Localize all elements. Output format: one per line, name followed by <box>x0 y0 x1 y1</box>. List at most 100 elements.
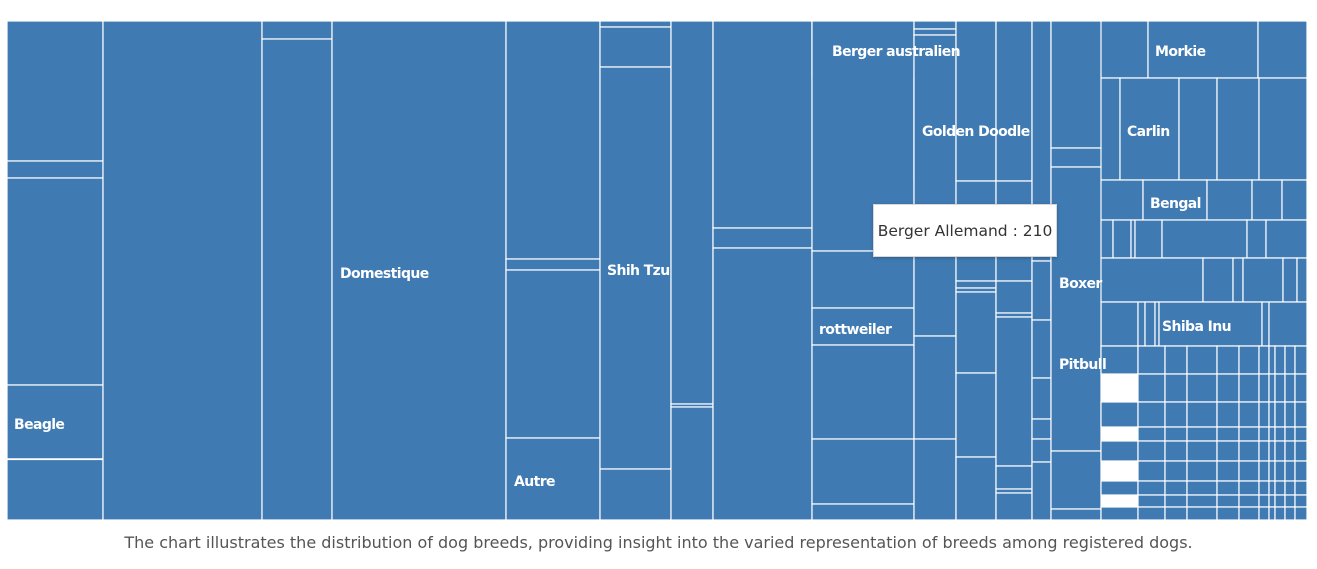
treemap-tile[interactable] <box>1258 426 1270 442</box>
treemap-tile[interactable] <box>1238 494 1260 508</box>
treemap-tile[interactable] <box>1258 440 1270 462</box>
treemap-tile[interactable] <box>1164 345 1188 375</box>
treemap-tile[interactable] <box>1294 460 1307 482</box>
treemap-tile[interactable] <box>1238 345 1260 375</box>
treemap-tile[interactable] <box>1050 508 1102 520</box>
treemap-tile[interactable] <box>1238 401 1260 428</box>
treemap-tile[interactable] <box>811 307 915 346</box>
treemap-tile[interactable] <box>1258 480 1270 496</box>
treemap-tile[interactable] <box>995 280 1033 314</box>
treemap-tile[interactable] <box>1031 438 1052 463</box>
treemap-tile[interactable] <box>995 465 1033 490</box>
treemap-tile[interactable] <box>1268 401 1276 428</box>
treemap-tile[interactable] <box>1137 373 1166 403</box>
treemap-tile[interactable] <box>1251 179 1283 221</box>
treemap-tile[interactable] <box>995 492 1033 520</box>
treemap-tile[interactable] <box>1274 480 1286 496</box>
treemap-tile[interactable] <box>1100 345 1139 375</box>
treemap-tile[interactable] <box>955 280 997 289</box>
treemap-tile[interactable] <box>1100 506 1139 520</box>
treemap-tile[interactable] <box>1238 373 1260 403</box>
treemap-tile[interactable] <box>7 458 104 520</box>
treemap-tile[interactable] <box>1186 460 1218 482</box>
treemap-tile[interactable] <box>1050 450 1102 510</box>
treemap-tile[interactable] <box>712 227 813 249</box>
treemap-tile[interactable] <box>1268 506 1276 520</box>
treemap-tile[interactable] <box>1137 440 1166 462</box>
treemap-tile[interactable] <box>505 269 601 439</box>
treemap-tile[interactable] <box>7 177 104 386</box>
treemap-tile[interactable] <box>1274 345 1286 375</box>
treemap-tile[interactable] <box>1137 506 1166 520</box>
treemap-tile[interactable] <box>1242 257 1284 303</box>
treemap-tile[interactable] <box>811 344 915 440</box>
treemap-tile[interactable] <box>261 21 333 40</box>
treemap-tile[interactable] <box>599 26 672 68</box>
treemap-tile[interactable] <box>1284 426 1296 442</box>
treemap-tile[interactable] <box>1031 418 1052 440</box>
treemap-tile[interactable] <box>1284 506 1296 520</box>
treemap-tile[interactable] <box>1031 260 1052 321</box>
treemap-tile[interactable] <box>1238 460 1260 482</box>
treemap-tile[interactable] <box>1137 301 1146 347</box>
treemap-tile[interactable] <box>1112 219 1132 259</box>
treemap-tile[interactable] <box>1186 480 1218 496</box>
treemap-tile[interactable] <box>1232 257 1244 303</box>
treemap-tile[interactable] <box>1097 179 1144 221</box>
treemap-tile[interactable] <box>1284 460 1296 482</box>
treemap-tile[interactable] <box>1206 179 1253 221</box>
treemap-tile[interactable] <box>1268 480 1276 496</box>
treemap-tile[interactable] <box>1238 426 1260 442</box>
treemap-tile[interactable] <box>1258 373 1270 403</box>
treemap-tile[interactable] <box>1186 373 1218 403</box>
treemap-tile[interactable] <box>955 21 997 182</box>
treemap-tile[interactable] <box>670 21 714 405</box>
treemap-tile[interactable] <box>913 438 957 520</box>
treemap-tile[interactable] <box>1186 401 1218 428</box>
treemap-tile[interactable] <box>1294 494 1307 508</box>
treemap-tile[interactable] <box>1100 401 1139 428</box>
treemap-tile[interactable] <box>1050 21 1102 149</box>
treemap-tile[interactable] <box>1268 345 1276 375</box>
treemap-tile[interactable] <box>1216 506 1240 520</box>
treemap-tile[interactable] <box>1284 440 1296 462</box>
treemap-tile[interactable] <box>1258 460 1270 482</box>
treemap-tile[interactable] <box>1164 480 1188 496</box>
treemap-chart[interactable]: Domestique Shih Tzu Autre Beagle Berger aust… <box>7 21 1307 520</box>
treemap-tile[interactable] <box>1268 426 1276 442</box>
treemap-tile[interactable] <box>1284 401 1296 428</box>
treemap-tile[interactable] <box>811 250 915 309</box>
treemap-tile[interactable] <box>1274 401 1286 428</box>
treemap-tile[interactable] <box>1246 219 1267 259</box>
treemap-tile[interactable] <box>1294 401 1307 428</box>
treemap-tile[interactable] <box>1284 373 1296 403</box>
treemap-tile[interactable] <box>1216 401 1240 428</box>
treemap-tile[interactable] <box>995 312 1033 318</box>
treemap-tile[interactable] <box>1274 440 1286 462</box>
treemap-tile[interactable] <box>955 456 997 520</box>
treemap-tile[interactable] <box>1274 426 1286 442</box>
treemap-tile[interactable] <box>1142 179 1208 221</box>
treemap-tile[interactable] <box>1294 373 1307 403</box>
treemap-tile[interactable] <box>1238 506 1260 520</box>
treemap-tile[interactable] <box>1164 440 1188 462</box>
treemap-tile[interactable] <box>1274 460 1286 482</box>
treemap-tile[interactable] <box>1186 494 1218 508</box>
treemap-tile[interactable] <box>1274 373 1286 403</box>
treemap-tile[interactable] <box>1294 426 1307 442</box>
treemap-tile[interactable] <box>505 21 601 260</box>
treemap-tile[interactable] <box>1178 77 1218 181</box>
treemap-tile[interactable] <box>1158 301 1263 347</box>
treemap-tile[interactable] <box>1294 440 1307 462</box>
treemap-tile[interactable] <box>1294 345 1307 375</box>
treemap-tile[interactable] <box>1186 426 1218 442</box>
treemap-tile[interactable] <box>1268 440 1276 462</box>
treemap-tile[interactable] <box>261 38 333 520</box>
treemap-tile-domestique[interactable] <box>331 21 507 520</box>
treemap-tile[interactable] <box>1258 494 1270 508</box>
treemap-tile[interactable] <box>1031 377 1052 420</box>
treemap-tile[interactable] <box>1164 426 1188 442</box>
treemap-tile[interactable] <box>1119 77 1180 181</box>
treemap-tile[interactable] <box>1284 345 1296 375</box>
treemap-tile[interactable] <box>811 438 915 505</box>
